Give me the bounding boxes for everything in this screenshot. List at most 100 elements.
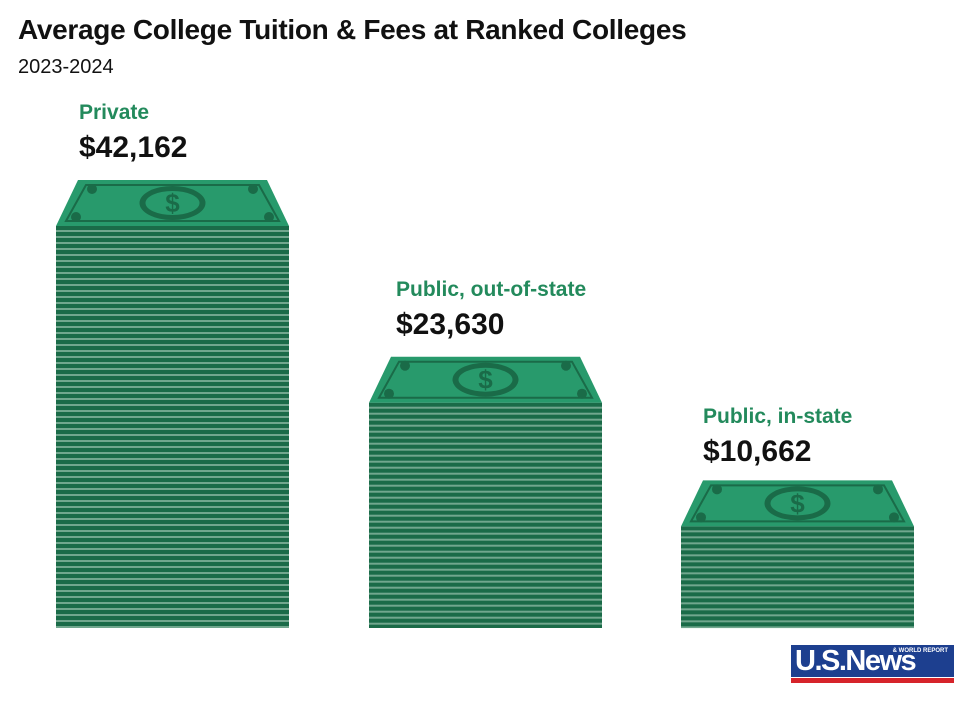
bill-edge [369,502,602,505]
bill-edge [56,356,289,358]
category-label-public-out-of-state: Public, out-of-state [396,278,587,301]
bill-edge [369,538,602,541]
bill-corner-mark [87,184,97,194]
bill-edge [369,442,602,445]
money-stack-private: $ [56,180,289,628]
bill-edge [681,554,914,557]
dollar-emblem-inner [770,491,825,516]
bill-edge [56,626,289,628]
top-bill-border [689,484,906,523]
bill-edge [56,482,289,484]
bill-corner-mark [712,484,722,495]
bill-edge [56,230,289,232]
bill-edge [369,622,602,625]
bill-edge [369,532,602,535]
bill-edge [56,332,289,334]
bill-edge [369,460,602,463]
bill-edge [56,368,289,370]
bill-edge [369,616,602,619]
logo-stripe [791,678,954,683]
bill-edge [56,320,289,322]
bill-edge [56,572,289,574]
bill-edge [56,452,289,454]
bill-corner-mark [577,388,587,399]
bill-edge [56,590,289,592]
bill-edge [56,524,289,526]
bill-edge [56,392,289,394]
bill-edge [56,548,289,550]
bill-edge [56,488,289,490]
bill-edge [56,374,289,376]
bill-edge [369,430,602,433]
bill-edge [369,418,602,421]
top-bill-border [64,184,281,222]
bill-edge [369,568,602,571]
bill-edge [681,608,914,611]
bill-edge [56,272,289,274]
top-bill-border [377,360,594,399]
bill-edge [56,614,289,616]
bill-edge [369,514,602,517]
bill-edge [56,398,289,400]
bill-edge [56,302,289,304]
bill-edge [56,554,289,556]
bill-edge [56,434,289,436]
value-label-private: $42,162 [79,131,188,164]
bill-corner-mark [696,512,706,523]
bill-edge [369,598,602,601]
bill-edge [369,466,602,469]
bill-edge [56,596,289,598]
bill-edge [56,560,289,562]
bill-edge [369,562,602,565]
bill-edge [56,410,289,412]
value-label-public-out-of-state: $23,630 [396,308,505,341]
bill-edge [56,380,289,382]
bill-edge [369,520,602,523]
bill-edge [56,386,289,388]
bill-corner-mark [384,388,394,399]
bill-edge [369,580,602,583]
bill-edge [369,550,602,553]
bill-edge [56,530,289,532]
bill-edge [56,500,289,502]
bill-edge [369,484,602,487]
bill-edge [56,536,289,538]
bill-edge [369,496,602,499]
bill-edge [56,284,289,286]
dollar-sign-icon: $ [790,488,805,518]
bill-corner-mark [889,512,899,523]
bill-edge [56,416,289,418]
dollar-emblem-inner [145,191,200,215]
bill-edge [56,446,289,448]
bill-edge [369,406,602,409]
bill-edge [56,242,289,244]
bill-edge [56,506,289,508]
usnews-logo: U.S.News & WORLD REPORT [791,645,954,687]
bill-edge [369,526,602,529]
bill-corner-mark [264,212,274,222]
bill-edge [56,326,289,328]
bill-edge [369,412,602,415]
bill-edge [56,422,289,424]
bill-edge [681,620,914,623]
bill-edge [56,518,289,520]
category-label-private: Private [79,101,150,124]
bill-edge [56,440,289,442]
bill-edge [681,596,914,599]
bill-corner-mark [873,484,883,495]
bill-edge [369,448,602,451]
bill-edge [56,578,289,580]
bill-edge [681,590,914,593]
bill-edge [681,566,914,569]
bill-edge [369,610,602,613]
bill-edge [369,508,602,511]
bill-edge [56,404,289,406]
bill-edge [56,620,289,622]
bill-edge [56,476,289,478]
bill-edge [681,584,914,587]
bill-edge [56,344,289,346]
bill-edge [369,544,602,547]
dollar-sign-icon: $ [478,365,493,395]
bill-edge [681,548,914,551]
bill-edge [369,472,602,475]
